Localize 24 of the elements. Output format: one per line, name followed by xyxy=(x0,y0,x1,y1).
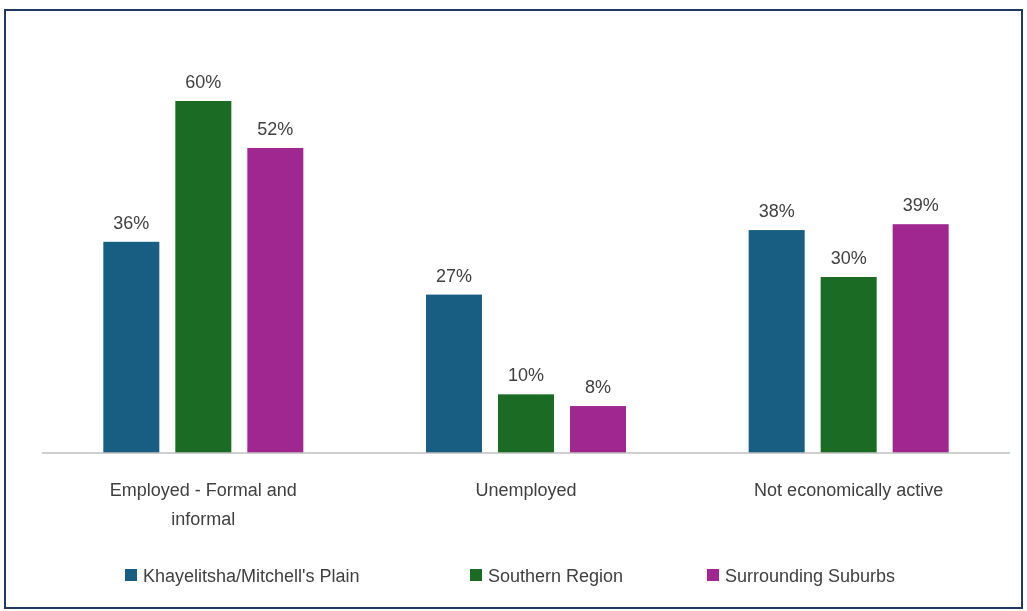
data-label: 60% xyxy=(185,72,222,92)
bar xyxy=(748,230,805,453)
bar xyxy=(175,101,232,453)
data-label: 8% xyxy=(584,377,612,398)
x-tick-label: Unemployed xyxy=(475,480,577,500)
data-label: 52% xyxy=(257,118,294,139)
data-label: 27% xyxy=(435,265,473,286)
bar xyxy=(498,394,554,453)
bar xyxy=(892,224,949,453)
legend-label: Surrounding Suburbs xyxy=(725,566,896,586)
data-label: 36% xyxy=(113,212,150,233)
x-tick-label: Employed - Formal and informal xyxy=(109,480,297,529)
data-label: 39% xyxy=(902,195,939,216)
bar xyxy=(426,294,482,453)
bar xyxy=(103,241,160,453)
bar xyxy=(820,277,877,453)
data-label: 10% xyxy=(507,365,545,386)
data-label: 30% xyxy=(830,248,867,268)
legend-label: Southern Region xyxy=(488,566,624,586)
data-label: 38% xyxy=(758,201,795,222)
bar xyxy=(247,147,304,453)
bar xyxy=(570,406,626,453)
x-tick-label: Not economically active xyxy=(754,480,944,500)
legend-label: Khayelitsha/Mitchell's Plain xyxy=(143,566,360,586)
